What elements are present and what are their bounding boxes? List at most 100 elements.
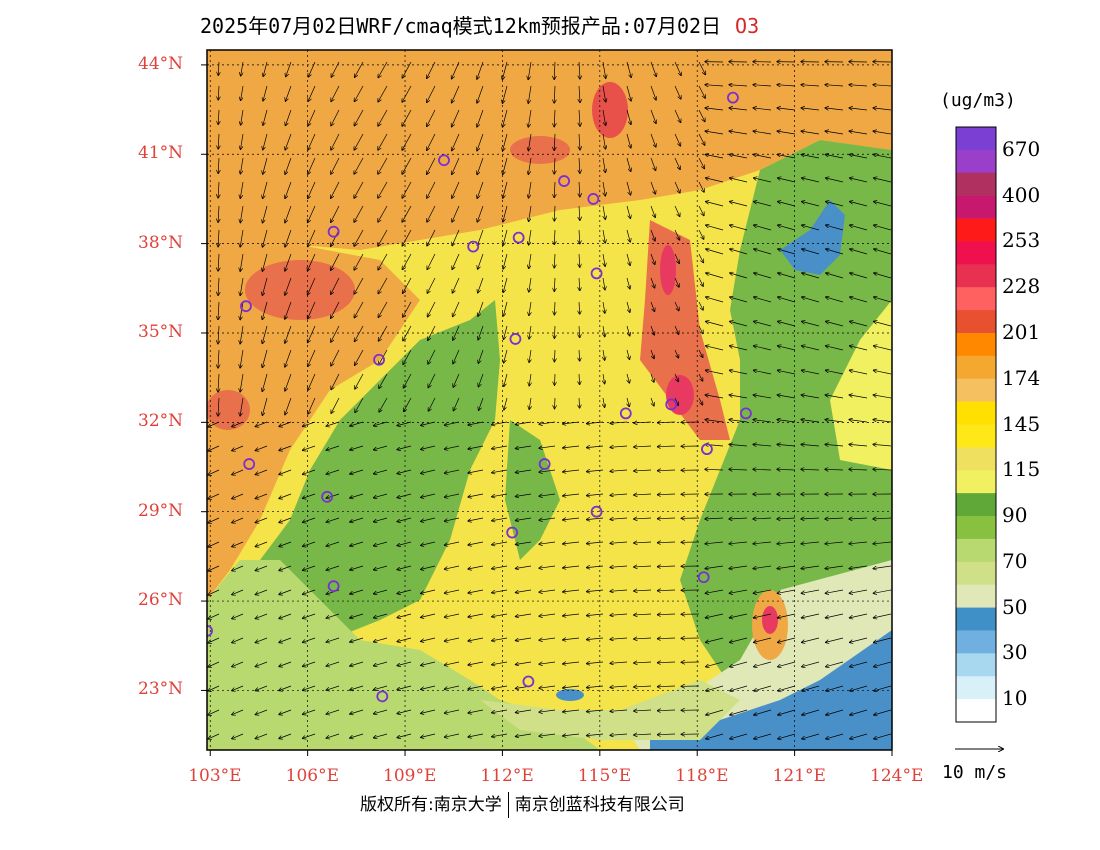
wind-arrow [626,157,631,171]
wind-arrow [777,108,796,110]
wind-arrow [452,85,460,103]
wind-arrow [445,589,460,593]
station-marker [697,571,710,584]
wind-arrow [421,709,436,713]
wind-arrow [587,662,604,664]
wind-arrow [539,734,556,736]
copyright: 版权所有:南京大学 南京创蓝科技有限公司 [360,790,685,818]
wind-arrow [874,273,892,279]
wind-arrow [374,421,388,426]
wind-arrow [492,613,508,617]
wind-arrow [477,61,484,79]
wind-arrow [778,225,796,231]
wind-arrow [308,157,316,174]
wind-arrow [706,685,724,691]
wind-arrow [308,253,316,271]
wind-arrow [650,229,655,241]
wind-arrow [303,733,316,738]
wind-arrow [421,421,436,425]
wind-arrow [826,637,844,642]
wind-arrow [218,373,219,392]
wind-arrow [802,709,820,715]
region-central-low [230,300,500,660]
wind-arrow [452,181,460,198]
wind-arrow [468,637,484,641]
wind-arrow [240,205,244,223]
wind-arrow [825,469,844,470]
wind-arrow [563,710,580,712]
wind-arrow [754,613,772,618]
wind-arrow [610,662,628,663]
wind-arrow [503,229,508,245]
wind-arrow [626,133,631,148]
wind-arrow [626,181,631,195]
wind-arrow [777,565,796,569]
wind-arrow [825,395,844,399]
wind-arrow [208,613,220,619]
colorbar-label: 115 [1002,457,1041,482]
wind-arrow [674,85,681,99]
wind-arrow [445,637,460,641]
wind-arrow [468,661,484,665]
wind-arrow [706,178,724,183]
wind-arrow [801,155,820,159]
wind-arrow [378,85,388,102]
colorbar-swatch [956,493,996,517]
wind-arrow [516,445,532,449]
wind-arrow [354,229,364,246]
wind-arrow [468,421,484,425]
region-bohai-low [780,200,845,275]
wind-arrow [801,108,820,110]
wind-arrow [626,277,630,289]
wind-arrow [706,225,724,231]
wind-arrow [825,589,844,593]
wind-arrow [218,109,219,124]
wind-arrow [232,733,244,739]
wind-arrow [279,613,292,619]
wind-arrow [802,661,820,667]
wind-arrow [240,157,244,174]
wind-arrow [754,709,772,715]
wind-arrow [873,518,892,519]
wind-arrow [468,469,484,473]
station-marker [727,91,739,104]
wind-arrow [539,542,556,544]
wind-arrow [634,446,652,447]
wind-arrow [730,733,748,739]
wind-arrow [428,373,436,388]
wind-arrow [208,517,220,523]
wind-arrow [603,373,605,384]
colorbar-frame [955,126,997,723]
wind-arrow [350,589,364,594]
wind-arrow [232,517,244,523]
map-title: 2025年07月02日WRF/cmaq模式12km预报产品:07月02日 O3 [200,10,759,39]
region-southwest-low [207,560,600,750]
wind-arrow [730,178,748,183]
wind-arrow [539,446,556,448]
wind-arrow [240,397,244,416]
wind-arrow [452,205,460,222]
wind-arrow [285,253,292,271]
wind-arrow [778,661,796,667]
station-marker [590,267,603,280]
wind-arrow [421,445,436,449]
wind-arrow [753,131,772,135]
wind-arrow [579,277,580,291]
wind-arrow [350,661,364,666]
wind-arrow [255,661,268,667]
wind-arrow [218,157,219,173]
lat-label: 35°N [138,321,184,342]
wind-arrow [754,321,772,327]
wind-arrow [402,109,412,126]
wind-arrow [587,422,604,424]
wind-arrow [326,541,340,546]
station-marker [207,624,213,637]
wind-arrow [563,734,580,736]
colorbar-swatch [956,470,996,494]
wind-arrow [753,469,772,470]
wind-arrow [503,301,508,316]
wind-arrow [753,108,772,110]
wind-arrow [331,229,340,246]
wind-arrow [610,494,628,495]
wind-arrow [658,470,676,471]
